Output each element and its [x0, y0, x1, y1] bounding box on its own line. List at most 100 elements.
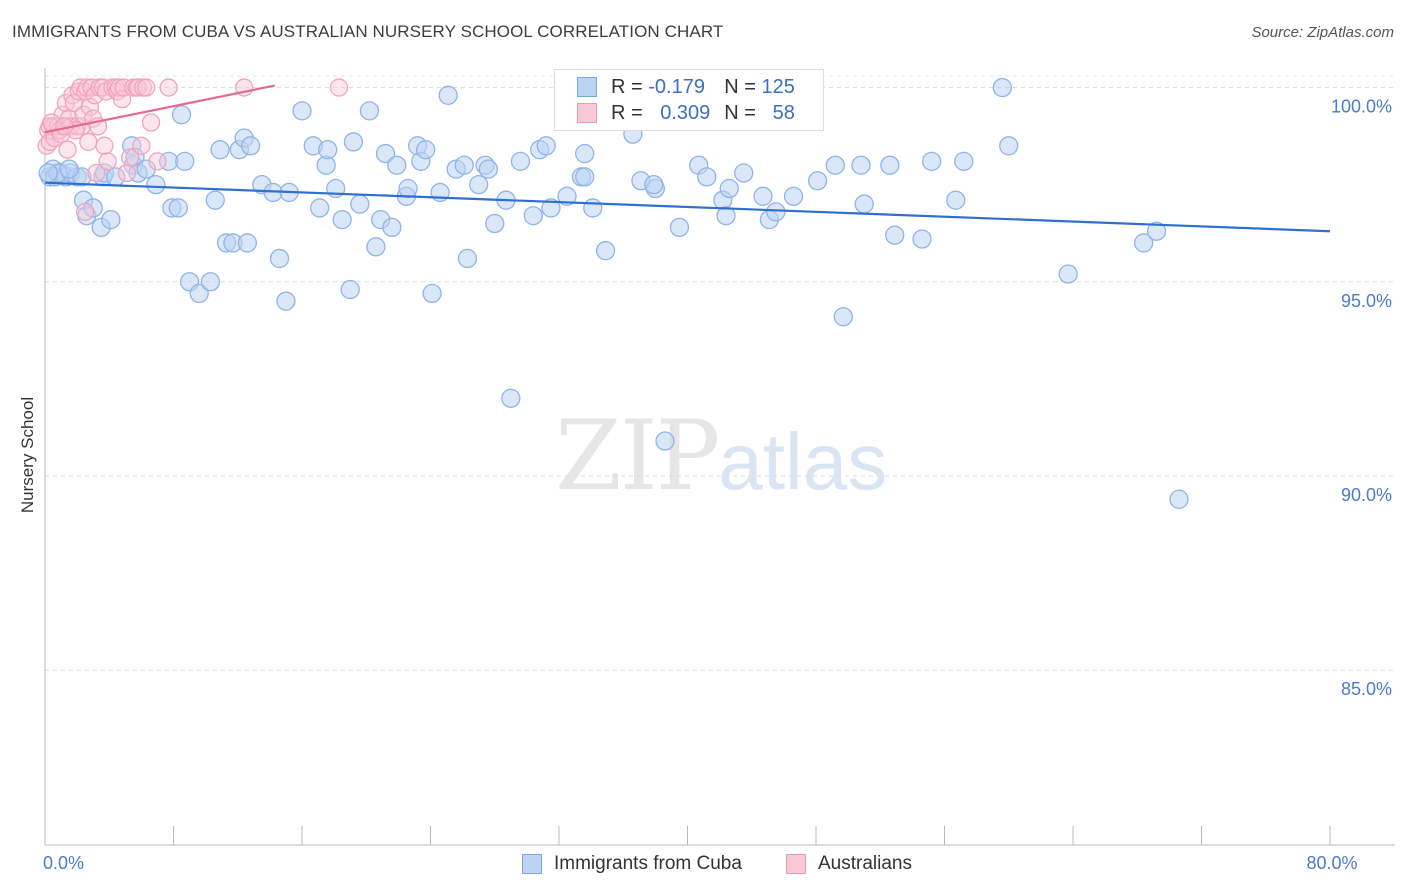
r-label: R =: [611, 75, 643, 98]
cuba-point: [946, 190, 966, 210]
cuba-point: [366, 237, 386, 257]
cuba-point: [332, 209, 352, 230]
cuba-point: [478, 159, 498, 179]
correlation-legend: R = -0.179 N = 125 R = 0.309 N = 58: [554, 69, 824, 131]
australians-point: [98, 152, 117, 171]
cuba-point: [697, 167, 717, 187]
cuba-point: [38, 163, 58, 183]
watermark-atlas: atlas: [718, 417, 888, 506]
cuba-point: [885, 225, 905, 245]
australians-point: [132, 136, 151, 155]
cuba-trend-line: [44, 181, 1331, 233]
cuba-point: [398, 178, 418, 199]
cuba-point: [854, 194, 874, 214]
cuba-point: [205, 190, 225, 210]
cuba-point: [833, 307, 853, 327]
cuba-point: [766, 202, 786, 222]
cuba-point: [575, 143, 595, 164]
x-tick-label: 80.0%: [1306, 853, 1357, 873]
cuba-n-value: 125: [761, 75, 795, 98]
legend-row-cuba: R = -0.179 N = 125: [577, 74, 795, 100]
cuba-point: [343, 132, 364, 152]
n-label: N =: [724, 101, 756, 124]
cuba-point: [210, 140, 230, 160]
australians-point: [137, 78, 156, 97]
r-label: R =: [611, 101, 643, 124]
cuba-point: [269, 248, 290, 269]
cuba-legend-swatch: [522, 854, 542, 874]
legend-row-australians: R = 0.309 N = 58: [577, 100, 795, 126]
australians-point: [109, 78, 129, 97]
australians-legend-swatch: [786, 854, 806, 874]
cuba-point: [416, 140, 436, 160]
cuba-point: [457, 248, 478, 269]
cuba-point: [510, 151, 531, 171]
cuba-point: [807, 171, 828, 191]
cuba-point: [825, 155, 845, 175]
cuba-point: [523, 206, 543, 226]
cuba-point: [276, 291, 296, 311]
bottom-legend-cuba: Immigrants from Cuba: [522, 852, 742, 876]
cuba-point: [171, 105, 192, 125]
watermark-zip: ZIP: [555, 400, 720, 512]
australians-point: [114, 78, 133, 97]
cuba-point: [318, 140, 338, 160]
australians-point: [141, 113, 161, 132]
chart-title: IMMIGRANTS FROM CUBA VS AUSTRALIAN NURSE…: [12, 22, 724, 41]
cuba-point: [1169, 489, 1189, 509]
tick-labels: 100.0% 95.0% 90.0% 85.0% 0.0% 80.0%: [43, 97, 1392, 873]
cuba-point: [1058, 264, 1078, 284]
bottom-legend-australians: Australians: [786, 852, 912, 876]
cuba-point: [1146, 221, 1167, 241]
australians-point: [159, 78, 178, 97]
cuba-point: [851, 155, 871, 175]
cuba-point: [422, 283, 442, 304]
gridlines: [45, 75, 1395, 671]
australians-legend-label: Australians: [818, 853, 912, 874]
cuba-point: [59, 159, 79, 179]
cuba-point: [485, 213, 505, 234]
cuba-point: [501, 388, 521, 408]
cuba-point: [999, 136, 1019, 156]
australians-point: [80, 97, 100, 117]
cuba-point: [536, 136, 556, 156]
data-points: [37, 77, 1189, 509]
cuba-point: [469, 174, 489, 195]
cuba-point: [292, 101, 312, 121]
cuba-point: [575, 167, 595, 187]
cuba-point: [237, 233, 258, 253]
cuba-point: [734, 163, 754, 183]
trend-lines: [44, 84, 1331, 233]
cuba-point: [583, 198, 603, 218]
cuba-point: [719, 178, 739, 199]
cuba-point: [655, 431, 675, 451]
axes: [44, 68, 1395, 846]
australians-point: [112, 90, 132, 109]
australians-trend-line: [44, 84, 275, 134]
cuba-point: [783, 186, 804, 206]
cuba-point: [382, 217, 402, 238]
cuba-point: [753, 186, 773, 206]
australians-point: [120, 148, 140, 167]
y-tick-label: 100.0%: [1331, 97, 1392, 117]
y-tick-label: 95.0%: [1341, 291, 1392, 311]
watermark: ZIPatlas: [555, 400, 887, 512]
y-tick-label: 85.0%: [1341, 679, 1392, 699]
cuba-point: [350, 194, 370, 214]
australians-point: [148, 152, 167, 171]
australians-point: [95, 136, 114, 155]
cuba-point: [387, 155, 407, 175]
cuba-point: [954, 151, 974, 171]
australians-point: [329, 78, 349, 97]
cuba-point: [200, 272, 221, 292]
cuba-point: [310, 198, 330, 218]
n-label: N =: [724, 75, 756, 98]
cuba-point: [340, 279, 360, 300]
cuba-point: [557, 186, 577, 206]
cuba-point: [992, 77, 1012, 98]
cuba-r-value: -0.179: [648, 75, 705, 98]
australians-point: [87, 163, 106, 183]
x-tick-label: 0.0%: [43, 853, 84, 873]
cuba-point: [644, 174, 664, 195]
